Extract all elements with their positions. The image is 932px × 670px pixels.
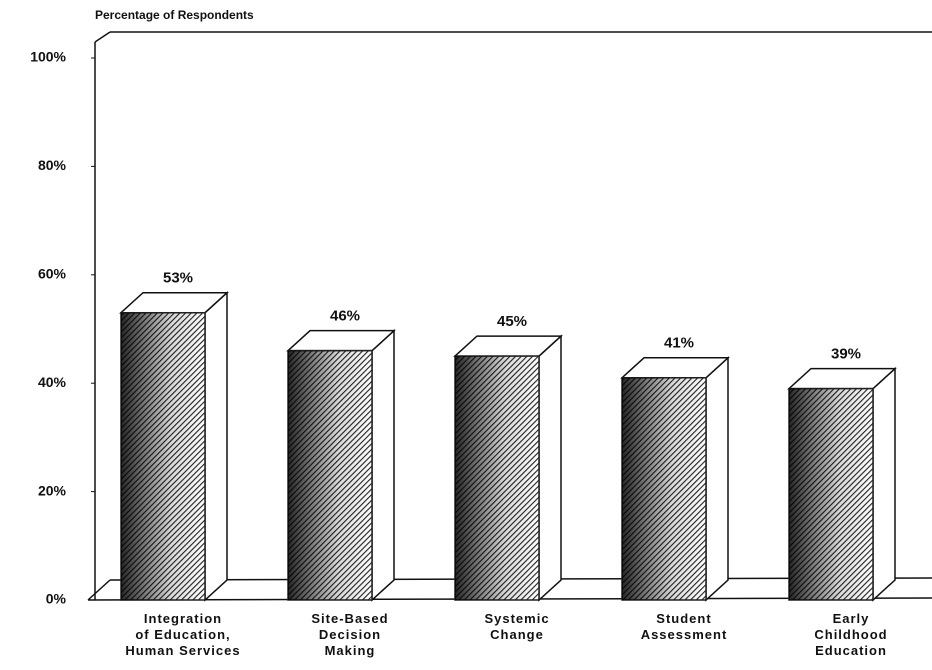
- value-label: 53%: [163, 270, 193, 287]
- y-tick-label: 20%: [38, 482, 67, 498]
- value-label: 46%: [330, 308, 360, 325]
- bar-shade: [789, 388, 873, 600]
- x-tick-label: Student Assessment: [641, 611, 728, 642]
- x-tick-label: Systemic Change: [484, 611, 549, 642]
- value-label: 41%: [664, 335, 694, 352]
- y-tick-label: 60%: [38, 266, 67, 282]
- value-label: 39%: [831, 346, 861, 363]
- value-label: 45%: [497, 313, 527, 330]
- bar-side: [204, 291, 228, 602]
- bar-side: [538, 334, 562, 602]
- bar-shade: [455, 356, 539, 600]
- bar-shade: [622, 377, 706, 600]
- y-tick-label: 100%: [30, 49, 66, 65]
- x-tick-label: Early Childhood Education: [814, 611, 887, 658]
- x-tick-label: Integration of Education, Human Services: [125, 611, 240, 658]
- bar-shade: [288, 350, 372, 600]
- bar-side: [872, 366, 896, 602]
- bar-side: [705, 356, 729, 602]
- bar-side: [371, 328, 395, 602]
- x-tick-label: Site-Based Decision Making: [311, 611, 388, 658]
- y-tick-label: 0%: [46, 591, 67, 607]
- y-tick-label: 80%: [38, 157, 67, 173]
- y-tick-label: 40%: [38, 374, 67, 390]
- bar-shade: [121, 312, 205, 600]
- y-axis-label: Percentage of Respondents: [95, 8, 254, 22]
